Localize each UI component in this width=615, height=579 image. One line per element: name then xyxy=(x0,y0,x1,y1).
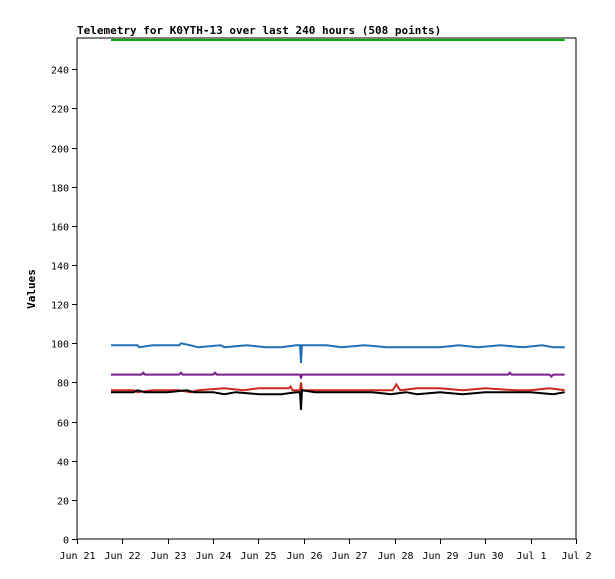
x-tick-label: Jun 26 xyxy=(286,551,322,562)
x-axis: Jun 21 Jun 22 Jun 23 Jun 24 Jun 25 Jun 26 Jun … xyxy=(59,539,592,562)
y-tick-label: 240 xyxy=(51,66,69,77)
x-tick-label: Jul 1 xyxy=(516,551,546,562)
x-tick-label: Jun 28 xyxy=(377,551,413,562)
x-tick-label: Jul 2 xyxy=(561,551,591,562)
x-tick-label: Jun 22 xyxy=(104,551,140,562)
y-axis: 0 20 40 60 80 100 120 140 160 180 200 220 240 xyxy=(51,66,77,547)
y-tick-label: 200 xyxy=(51,145,69,156)
y-tick-label: 100 xyxy=(51,340,69,351)
x-tick-label: Jun 25 xyxy=(240,551,276,562)
y-tick-label: 60 xyxy=(57,419,69,430)
x-tick-label: Jun 27 xyxy=(331,551,367,562)
y-tick-label: 160 xyxy=(51,223,69,234)
y-tick-label: 220 xyxy=(51,105,69,116)
y-tick-label: 180 xyxy=(51,184,69,195)
y-tick-label: 40 xyxy=(57,458,69,469)
chart-title: Telemetry for K0YTH-13 over last 240 hou… xyxy=(77,24,442,37)
x-tick-label: Jun 21 xyxy=(59,551,95,562)
y-tick-label: 120 xyxy=(51,301,69,312)
series-layer xyxy=(111,39,565,410)
y-axis-label: Values xyxy=(25,269,38,309)
plot-frame xyxy=(76,37,577,540)
x-tick-label: Jun 23 xyxy=(150,551,186,562)
y-tick-label: 20 xyxy=(57,497,69,508)
series-line-2 xyxy=(111,342,565,363)
x-tick-label: Jun 29 xyxy=(422,551,458,562)
series-line-5 xyxy=(111,389,565,410)
series-line-3 xyxy=(111,371,565,379)
y-tick-label: 0 xyxy=(63,536,69,547)
x-tick-label: Jun 30 xyxy=(467,551,503,562)
y-tick-label: 140 xyxy=(51,262,69,273)
y-tick-label: 80 xyxy=(57,379,69,390)
x-tick-label: Jun 24 xyxy=(195,551,231,562)
series-line-4 xyxy=(111,382,565,394)
